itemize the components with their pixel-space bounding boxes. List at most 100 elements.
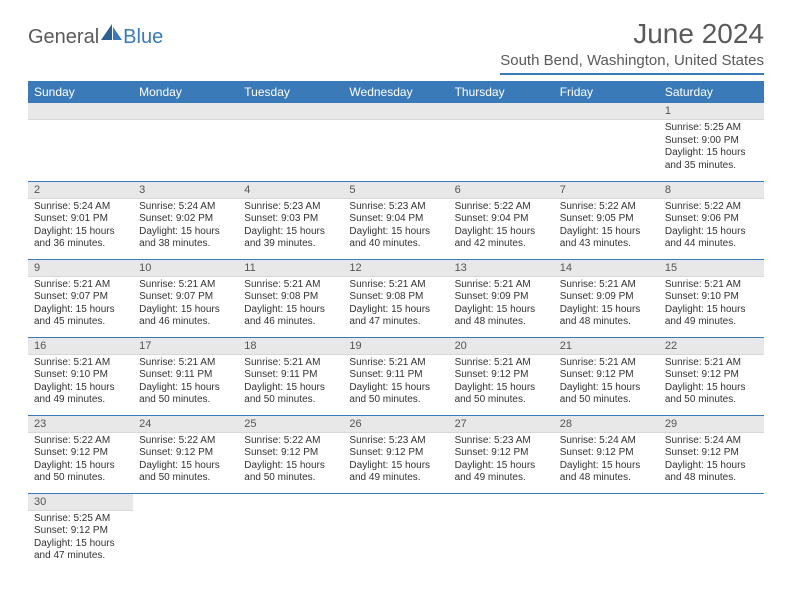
day-number: 30 <box>28 494 133 511</box>
daylight-line: Daylight: 15 hours and 49 minutes. <box>455 460 548 485</box>
calendar-cell: 20Sunrise: 5:21 AMSunset: 9:12 PMDayligh… <box>449 337 554 415</box>
calendar-cell: 4Sunrise: 5:23 AMSunset: 9:03 PMDaylight… <box>238 181 343 259</box>
sunrise-line: Sunrise: 5:21 AM <box>244 279 337 292</box>
daylight-line: Daylight: 15 hours and 50 minutes. <box>455 382 548 407</box>
daylight-line: Daylight: 15 hours and 48 minutes. <box>665 460 758 485</box>
calendar-cell: 28Sunrise: 5:24 AMSunset: 9:12 PMDayligh… <box>554 415 659 493</box>
day-number: 24 <box>133 416 238 433</box>
calendar-cell: 27Sunrise: 5:23 AMSunset: 9:12 PMDayligh… <box>449 415 554 493</box>
day-number: 23 <box>28 416 133 433</box>
day-number: 18 <box>238 338 343 355</box>
sunrise-line: Sunrise: 5:25 AM <box>665 122 758 135</box>
day-body: Sunrise: 5:22 AMSunset: 9:12 PMDaylight:… <box>28 433 133 489</box>
daylight-line: Daylight: 15 hours and 36 minutes. <box>34 226 127 251</box>
day-number: 28 <box>554 416 659 433</box>
weekday-header: Saturday <box>659 81 764 103</box>
daylight-line: Daylight: 15 hours and 48 minutes. <box>455 304 548 329</box>
day-body: Sunrise: 5:25 AMSunset: 9:12 PMDaylight:… <box>28 511 133 567</box>
sunset-line: Sunset: 9:04 PM <box>455 213 548 226</box>
calendar-table: SundayMondayTuesdayWednesdayThursdayFrid… <box>28 81 764 571</box>
sunset-line: Sunset: 9:12 PM <box>665 369 758 382</box>
day-body: Sunrise: 5:23 AMSunset: 9:03 PMDaylight:… <box>238 199 343 255</box>
sunset-line: Sunset: 9:09 PM <box>455 291 548 304</box>
sunset-line: Sunset: 9:12 PM <box>349 447 442 460</box>
sunset-line: Sunset: 9:10 PM <box>665 291 758 304</box>
daylight-line: Daylight: 15 hours and 49 minutes. <box>665 304 758 329</box>
daylight-line: Daylight: 15 hours and 49 minutes. <box>349 460 442 485</box>
day-body: Sunrise: 5:21 AMSunset: 9:08 PMDaylight:… <box>343 277 448 333</box>
sunrise-line: Sunrise: 5:24 AM <box>560 435 653 448</box>
sunset-line: Sunset: 9:04 PM <box>349 213 442 226</box>
sunrise-line: Sunrise: 5:21 AM <box>349 279 442 292</box>
day-number: 17 <box>133 338 238 355</box>
day-number: 12 <box>343 260 448 277</box>
sunrise-line: Sunrise: 5:21 AM <box>455 357 548 370</box>
sunrise-line: Sunrise: 5:21 AM <box>349 357 442 370</box>
logo-text-blue: Blue <box>123 26 163 49</box>
calendar-cell <box>238 493 343 571</box>
daylight-line: Daylight: 15 hours and 38 minutes. <box>139 226 232 251</box>
calendar-cell: 22Sunrise: 5:21 AMSunset: 9:12 PMDayligh… <box>659 337 764 415</box>
sunrise-line: Sunrise: 5:22 AM <box>560 201 653 214</box>
day-body: Sunrise: 5:23 AMSunset: 9:04 PMDaylight:… <box>343 199 448 255</box>
calendar-cell: 9Sunrise: 5:21 AMSunset: 9:07 PMDaylight… <box>28 259 133 337</box>
calendar-cell <box>343 103 448 181</box>
day-body: Sunrise: 5:21 AMSunset: 9:07 PMDaylight:… <box>133 277 238 333</box>
calendar-cell: 1Sunrise: 5:25 AMSunset: 9:00 PMDaylight… <box>659 103 764 181</box>
day-number: 13 <box>449 260 554 277</box>
sunset-line: Sunset: 9:12 PM <box>560 447 653 460</box>
weekday-header-row: SundayMondayTuesdayWednesdayThursdayFrid… <box>28 81 764 103</box>
day-body: Sunrise: 5:22 AMSunset: 9:12 PMDaylight:… <box>133 433 238 489</box>
calendar-cell: 15Sunrise: 5:21 AMSunset: 9:10 PMDayligh… <box>659 259 764 337</box>
sunset-line: Sunset: 9:12 PM <box>34 525 127 538</box>
calendar-cell <box>449 493 554 571</box>
sunset-line: Sunset: 9:12 PM <box>455 447 548 460</box>
day-body: Sunrise: 5:22 AMSunset: 9:05 PMDaylight:… <box>554 199 659 255</box>
daylight-line: Daylight: 15 hours and 45 minutes. <box>34 304 127 329</box>
day-number: 4 <box>238 182 343 199</box>
day-body: Sunrise: 5:21 AMSunset: 9:10 PMDaylight:… <box>28 355 133 411</box>
weekday-header: Tuesday <box>238 81 343 103</box>
day-number: 8 <box>659 182 764 199</box>
day-body: Sunrise: 5:21 AMSunset: 9:11 PMDaylight:… <box>133 355 238 411</box>
daylight-line: Daylight: 15 hours and 50 minutes. <box>139 382 232 407</box>
daylight-line: Daylight: 15 hours and 48 minutes. <box>560 304 653 329</box>
day-body: Sunrise: 5:25 AMSunset: 9:00 PMDaylight:… <box>659 120 764 176</box>
day-body: Sunrise: 5:21 AMSunset: 9:12 PMDaylight:… <box>449 355 554 411</box>
daylight-line: Daylight: 15 hours and 42 minutes. <box>455 226 548 251</box>
day-body: Sunrise: 5:21 AMSunset: 9:10 PMDaylight:… <box>659 277 764 333</box>
calendar-cell: 7Sunrise: 5:22 AMSunset: 9:05 PMDaylight… <box>554 181 659 259</box>
daynum-empty <box>28 103 133 120</box>
day-body: Sunrise: 5:21 AMSunset: 9:12 PMDaylight:… <box>659 355 764 411</box>
sunrise-line: Sunrise: 5:21 AM <box>560 279 653 292</box>
daylight-line: Daylight: 15 hours and 50 minutes. <box>139 460 232 485</box>
day-number: 21 <box>554 338 659 355</box>
day-number: 6 <box>449 182 554 199</box>
sunset-line: Sunset: 9:12 PM <box>560 369 653 382</box>
day-number: 25 <box>238 416 343 433</box>
sunset-line: Sunset: 9:09 PM <box>560 291 653 304</box>
calendar-cell <box>554 493 659 571</box>
title-block: June 2024 South Bend, Washington, United… <box>500 18 764 75</box>
day-number: 19 <box>343 338 448 355</box>
daylight-line: Daylight: 15 hours and 43 minutes. <box>560 226 653 251</box>
daynum-empty <box>343 103 448 120</box>
day-body: Sunrise: 5:21 AMSunset: 9:12 PMDaylight:… <box>554 355 659 411</box>
day-body: Sunrise: 5:24 AMSunset: 9:12 PMDaylight:… <box>554 433 659 489</box>
sunrise-line: Sunrise: 5:22 AM <box>244 435 337 448</box>
weekday-header: Wednesday <box>343 81 448 103</box>
daylight-line: Daylight: 15 hours and 47 minutes. <box>349 304 442 329</box>
day-body: Sunrise: 5:23 AMSunset: 9:12 PMDaylight:… <box>449 433 554 489</box>
location-text: South Bend, Washington, United States <box>500 52 764 69</box>
day-body: Sunrise: 5:23 AMSunset: 9:12 PMDaylight:… <box>343 433 448 489</box>
sunrise-line: Sunrise: 5:22 AM <box>455 201 548 214</box>
calendar-row: 16Sunrise: 5:21 AMSunset: 9:10 PMDayligh… <box>28 337 764 415</box>
day-body: Sunrise: 5:24 AMSunset: 9:02 PMDaylight:… <box>133 199 238 255</box>
sunset-line: Sunset: 9:10 PM <box>34 369 127 382</box>
daylight-line: Daylight: 15 hours and 44 minutes. <box>665 226 758 251</box>
logo-text-general: General <box>28 26 99 49</box>
calendar-cell: 14Sunrise: 5:21 AMSunset: 9:09 PMDayligh… <box>554 259 659 337</box>
sunset-line: Sunset: 9:11 PM <box>349 369 442 382</box>
calendar-cell <box>133 493 238 571</box>
sunrise-line: Sunrise: 5:23 AM <box>349 201 442 214</box>
